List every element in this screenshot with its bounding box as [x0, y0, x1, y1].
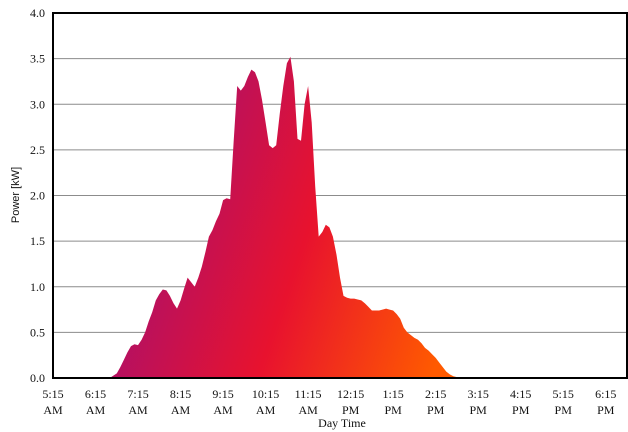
plot-border [52, 12, 628, 379]
x-tick-label: 10:15 AM [252, 387, 279, 417]
x-tick-label: 7:15 AM [127, 387, 148, 417]
x-axis-title: Day Time [318, 416, 366, 430]
y-tick-label: 1.0 [30, 280, 45, 294]
x-tick-label: 2:15 PM [425, 387, 446, 417]
x-tick-label: 11:15 AM [295, 387, 322, 417]
x-tick-label: 4:15 PM [510, 387, 531, 417]
y-tick-label: 3.5 [30, 52, 45, 66]
x-tick-label: 9:15 AM [212, 387, 233, 417]
x-tick-label: 6:15 PM [595, 387, 616, 417]
x-tick-labels: 5:15 AM 6:15 AM 7:15 AM 8:15 AM 9:15 AM 10:15 AM 11:… [42, 387, 616, 417]
x-tick-label: 8:15 AM [170, 387, 191, 417]
y-tick-label: 1.5 [30, 234, 45, 248]
grid-lines [53, 58, 627, 333]
y-tick-label: 2.0 [30, 189, 45, 203]
y-tick-labels: 0.0 0.5 1.0 1.5 2.0 2.5 3.0 3.5 4.0 [30, 6, 45, 385]
y-tick-label: 2.5 [30, 143, 45, 157]
x-tick-label: 1:15 PM [382, 387, 403, 417]
y-tick-label: 0.5 [30, 325, 45, 339]
y-tick-label: 4.0 [30, 6, 45, 20]
x-tick-label: 5:15 PM [553, 387, 574, 417]
x-tick-label: 3:15 PM [468, 387, 489, 417]
y-tick-label: 0.0 [30, 371, 45, 385]
x-tick-label: 6:15 AM [85, 387, 106, 417]
y-tick-label: 3.0 [30, 97, 45, 111]
x-tick-label: 12:15 PM [337, 387, 364, 417]
plot-frame [52, 12, 628, 379]
series-area-layer [109, 56, 553, 379]
y-axis-title: Power [kW] [10, 167, 22, 223]
x-tick-label: 5:15 AM [42, 387, 63, 417]
power-area [109, 56, 553, 379]
